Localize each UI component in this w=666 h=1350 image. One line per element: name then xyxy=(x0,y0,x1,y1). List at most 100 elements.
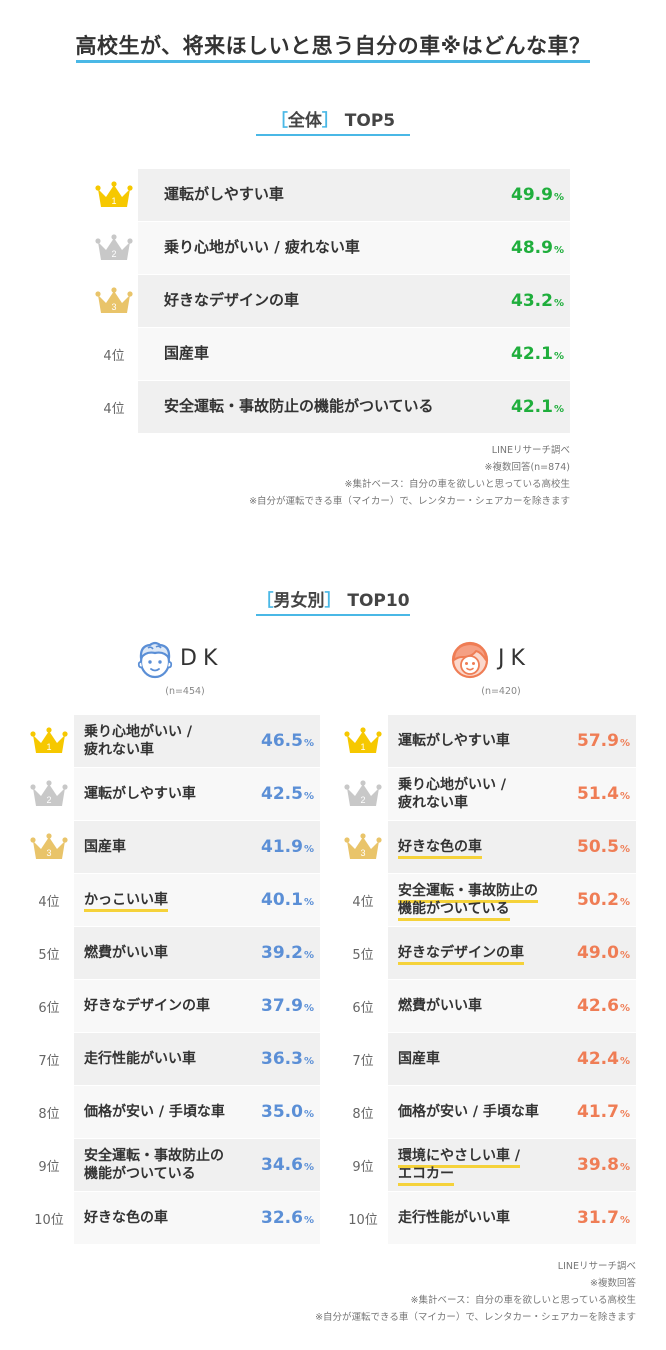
jk-n: (n=420) xyxy=(481,686,521,697)
overall-rank: 4位 xyxy=(90,328,138,380)
jk-value-number: 50.2 xyxy=(577,890,619,910)
jk-label-line: 乗り心地がいい / xyxy=(398,776,506,793)
overall-bracket-close: ］ xyxy=(321,111,339,131)
jk-label: 価格が安い / 手頃な車 xyxy=(398,1103,539,1121)
jk-value-unit: % xyxy=(619,1162,630,1173)
dk-label: 乗り心地がいい / 疲れない車 xyxy=(84,723,192,759)
overall-value-number: 48.9 xyxy=(511,238,553,258)
dk-rank: 3 xyxy=(24,821,74,873)
dk-value-unit: % xyxy=(303,1162,314,1173)
dk-label-line: 疲れない車 xyxy=(84,742,154,758)
overall-note-line: LINEリサーチ調べ xyxy=(491,445,570,456)
dk-value: 39.2% xyxy=(261,927,314,979)
overall-value: 48.9% xyxy=(511,222,564,274)
dk-value: 37.9% xyxy=(261,980,314,1032)
dk-value-number: 40.1 xyxy=(261,890,303,910)
jk-label-line: 運転がしやすい車 xyxy=(398,732,510,749)
main-title: 高校生が、将来ほしいと思う自分の車※はどんな車？ xyxy=(75,34,591,58)
jk-rank-text: 4位 xyxy=(352,894,374,910)
overall-note-line: ※複数回答(n=874) xyxy=(484,462,571,473)
dk-value-number: 39.2 xyxy=(261,943,303,963)
dk-rank-text: 5位 xyxy=(38,947,60,963)
jk-label-line: 疲れない車 xyxy=(398,795,468,811)
crown-rank-number: 3 xyxy=(360,848,365,858)
dk-label-line: 走行性能がいい車 xyxy=(84,1050,196,1067)
jk-value: 42.4% xyxy=(577,1033,630,1085)
dk-row: かっこいい車 40.1% xyxy=(74,874,320,926)
dk-value-unit: % xyxy=(303,844,314,855)
dk-value-unit: % xyxy=(303,1109,314,1120)
jk-label-line: エコカー xyxy=(398,1166,454,1186)
overall-label-line: 運転がしやすい車 xyxy=(164,185,284,204)
jk-value: 49.0% xyxy=(577,927,630,979)
dk-label-line: 運転がしやすい車 xyxy=(84,785,196,802)
dk-row: 国産車 41.9% xyxy=(74,821,320,873)
overall-label: 安全運転・事故防止の機能がついている xyxy=(164,397,434,417)
dk-label: 国産車 xyxy=(84,838,126,856)
gender-note-line: ※集計ベース：自分の車を欲しいと思っている高校生 xyxy=(410,1295,636,1306)
gender-notes: LINEリサーチ調べ ※複数回答 ※集計ベース：自分の車を欲しいと思っている高校生 ※… xyxy=(315,1258,636,1326)
jk-label: 燃費がいい車 xyxy=(398,997,482,1015)
dk-rank: 4位 xyxy=(24,874,74,926)
crown-icon: 1 xyxy=(30,727,68,753)
overall-row: 国産車 42.1% xyxy=(138,328,570,380)
overall-label-line: 好きなデザインの車 xyxy=(164,291,300,310)
jk-value: 51.4% xyxy=(577,768,630,820)
dk-label: DK xyxy=(180,646,224,671)
dk-value-unit: % xyxy=(303,1003,314,1014)
jk-value-unit: % xyxy=(619,844,630,855)
jk-label-line: 走行性能がいい車 xyxy=(398,1209,510,1226)
jk-label-line: 環境にやさしい車 / xyxy=(398,1147,520,1168)
jk-value-unit: % xyxy=(619,738,630,749)
jk-label: 国産車 xyxy=(398,1050,440,1068)
jk-label: 安全運転・事故防止の 機能がついている xyxy=(398,882,538,921)
crown-rank-number: 2 xyxy=(46,795,51,805)
dk-rank: 6位 xyxy=(24,980,74,1032)
overall-label: 好きなデザインの車 xyxy=(164,291,299,311)
dk-value-unit: % xyxy=(303,738,314,749)
dk-label-line: 価格が安い / 手頃な車 xyxy=(84,1103,225,1120)
dk-value-number: 37.9 xyxy=(261,996,303,1016)
crown-rank-number: 1 xyxy=(360,742,365,752)
overall-value-unit: % xyxy=(553,404,564,415)
gender-heading-suffix: TOP10 xyxy=(347,591,410,611)
jk-value-unit: % xyxy=(619,1215,630,1226)
jk-row: 運転がしやすい車 57.9% xyxy=(388,715,636,767)
overall-heading-line xyxy=(256,134,410,136)
overall-row: 乗り心地がいい / 疲れない車 48.9% xyxy=(138,222,570,274)
crown-rank-number: 1 xyxy=(46,742,51,752)
jk-label: 好きな色の車 xyxy=(398,838,482,859)
dk-row: 乗り心地がいい / 疲れない車 46.5% xyxy=(74,715,320,767)
dk-value-unit: % xyxy=(303,1215,314,1226)
dk-value-number: 46.5 xyxy=(261,731,303,751)
crown-rank-number: 1 xyxy=(111,196,116,206)
jk-row: 好きなデザインの車 49.0% xyxy=(388,927,636,979)
dk-value-unit: % xyxy=(303,897,314,908)
dk-rank: 2 xyxy=(24,768,74,820)
overall-value: 42.1% xyxy=(511,328,564,380)
jk-value-unit: % xyxy=(619,791,630,802)
jk-label: 好きなデザインの車 xyxy=(398,944,524,965)
dk-row: 走行性能がいい車 36.3% xyxy=(74,1033,320,1085)
jk-value-unit: % xyxy=(619,1056,630,1067)
dk-value-number: 35.0 xyxy=(261,1102,303,1122)
jk-label-line: 価格が安い / 手頃な車 xyxy=(398,1103,539,1120)
dk-value: 32.6% xyxy=(261,1192,314,1244)
gender-heading: ［男女別］ TOP10 xyxy=(0,586,666,611)
overall-label-line: 安全運転・事故防止の機能がついている xyxy=(164,397,434,416)
overall-value-number: 42.1 xyxy=(511,344,553,364)
overall-rank-text: 4位 xyxy=(103,401,125,417)
jk-rank-text: 9位 xyxy=(352,1159,374,1175)
girl-face-icon xyxy=(451,641,489,679)
jk-label: 乗り心地がいい / 疲れない車 xyxy=(398,776,506,812)
dk-label: 走行性能がいい車 xyxy=(84,1050,196,1068)
jk-value: 31.7% xyxy=(577,1192,630,1244)
crown-rank-number: 2 xyxy=(111,249,116,259)
dk-value-number: 41.9 xyxy=(261,837,303,857)
jk-rank: 1 xyxy=(338,715,388,767)
crown-rank-number: 2 xyxy=(360,795,365,805)
jk-rank: 2 xyxy=(338,768,388,820)
jk-rank-text: 7位 xyxy=(352,1053,374,1069)
dk-value-number: 34.6 xyxy=(261,1155,303,1175)
dk-label-line: 好きなデザインの車 xyxy=(84,997,210,1014)
